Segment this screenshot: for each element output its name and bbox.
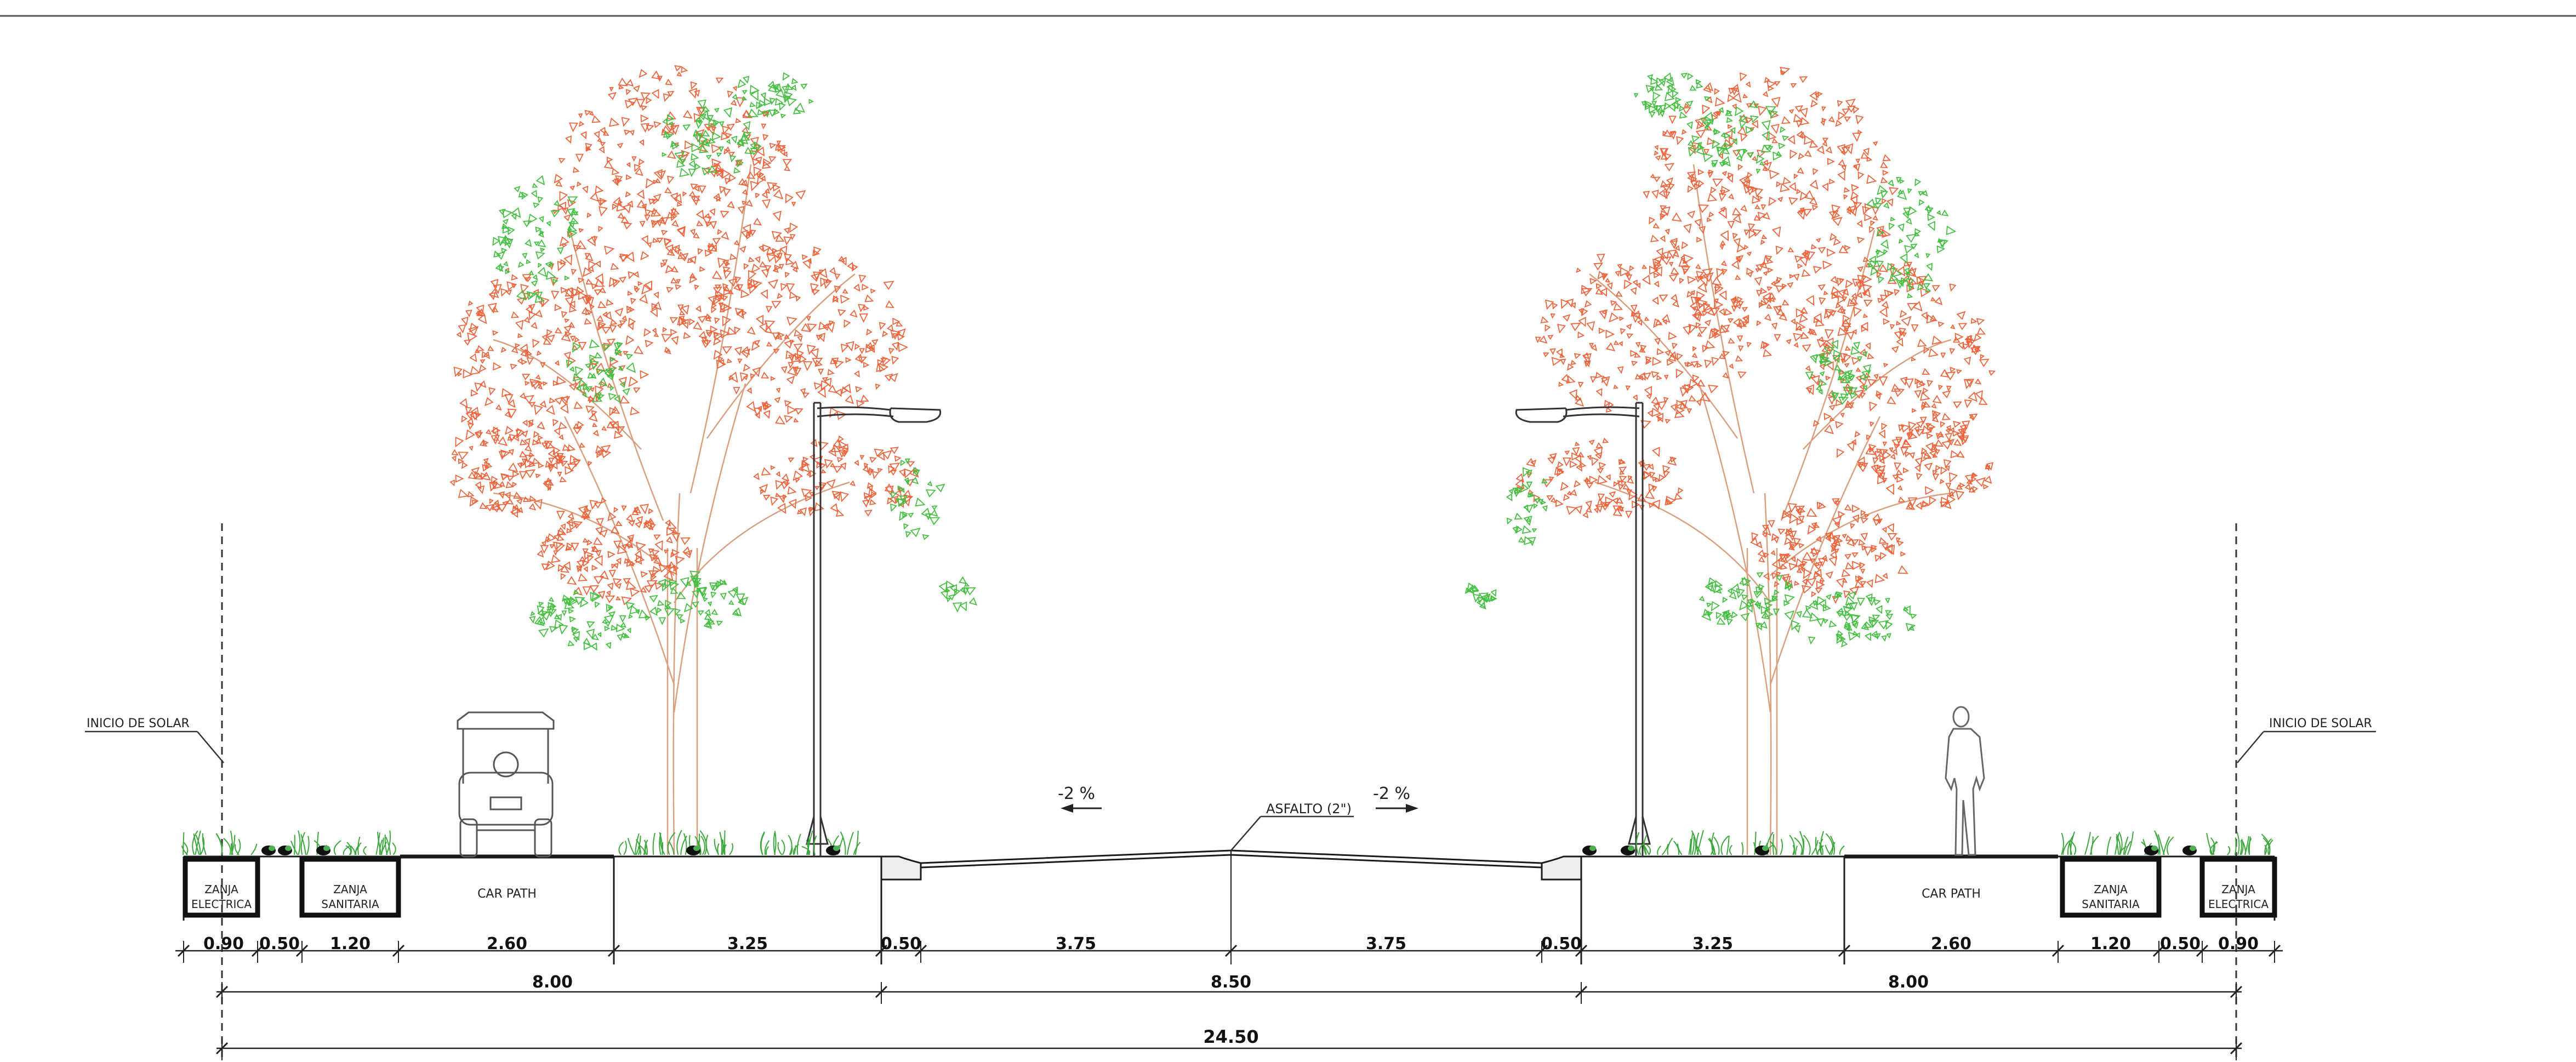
ground-shrubs	[181, 830, 2273, 855]
grass-tuft	[2106, 831, 2134, 855]
car-path-label-right: CAR PATH	[1922, 887, 1981, 901]
trench-sanitary-left: ZANJA SANITARIA	[299, 857, 401, 918]
dimension-values-row2: 8.00 8.50 8.00	[532, 973, 1929, 992]
small-shrub	[2182, 846, 2197, 855]
svg-text:SANITARIA: SANITARIA	[321, 898, 379, 911]
slope-label-left: -2 %	[1058, 784, 1095, 803]
lot-start-callout-right: INICIO DE SOLAR	[2237, 717, 2376, 763]
dimension-values-row1: 0.90 0.50 1.20 2.60 3.25 0.50 3.75 3.75 …	[203, 934, 2259, 953]
dim-1.20-right: 1.20	[2090, 934, 2131, 953]
dim-0.50-curb-left: 0.50	[881, 934, 921, 953]
grass-tuft	[618, 833, 647, 855]
asphalt-label: ASFALTO (2")	[1266, 801, 1352, 817]
dim-3.75-left: 3.75	[1056, 934, 1096, 953]
dimension-chain-row1	[175, 941, 2283, 963]
grass-tuft	[215, 830, 258, 855]
dimension-chain-row2	[215, 982, 2243, 1004]
grass-tuft	[1673, 830, 1704, 855]
grass-tuft	[643, 832, 676, 855]
slope-indicator-left: -2 %	[1058, 784, 1102, 813]
lot-start-callout-left: INICIO DE SOLAR	[85, 717, 224, 763]
small-shrub	[1582, 846, 1597, 855]
lot-start-label-left: INICIO DE SOLAR	[87, 717, 190, 730]
street-light-right	[1515, 402, 1651, 857]
dim-3.75-right: 3.75	[1366, 934, 1406, 953]
svg-text:SANITARIA: SANITARIA	[2082, 898, 2140, 911]
dim-3.25-right: 3.25	[1692, 934, 1733, 953]
grass-tuft	[1635, 832, 1673, 855]
curbs	[880, 855, 1582, 881]
grass-tuft	[2241, 833, 2273, 855]
dim-8.00-left: 8.00	[532, 973, 573, 992]
svg-text:ZANJA: ZANJA	[2221, 883, 2255, 896]
asphalt-callout: ASFALTO (2")	[1230, 801, 1354, 851]
street-light-left	[806, 402, 942, 857]
small-shrub	[1621, 846, 1635, 855]
dim-0.90-left: 0.90	[203, 934, 244, 953]
small-shrub	[316, 846, 330, 855]
dim-24.50-total: 24.50	[1203, 1026, 1258, 1047]
dim-3.25-left: 3.25	[727, 934, 768, 953]
grass-tuft	[375, 830, 396, 855]
dim-2.60-right: 2.60	[1931, 934, 1971, 953]
grass-tuft	[181, 830, 207, 855]
slope-indicator-right: -2 %	[1373, 784, 1418, 813]
trench-electric-left: ZANJA ELECTRICA	[183, 857, 260, 918]
grass-tuft	[1708, 832, 1744, 855]
grass-tuft	[705, 830, 733, 855]
svg-text:ZANJA: ZANJA	[204, 883, 238, 896]
svg-text:ELECTRICA: ELECTRICA	[2208, 898, 2269, 911]
dim-0.50-right: 0.50	[2160, 934, 2201, 953]
dim-2.60-left: 2.60	[487, 934, 527, 953]
dim-0.50-curb-right: 0.50	[1541, 934, 1582, 953]
lot-start-label-right: INICIO DE SOLAR	[2269, 717, 2372, 730]
dim-8.50-center: 8.50	[1211, 973, 1251, 992]
grass-tuft	[1811, 831, 1845, 855]
small-shrub	[2144, 846, 2158, 855]
small-shrub	[686, 846, 700, 855]
trench-sanitary-right: ZANJA SANITARIA	[2060, 857, 2162, 918]
tree	[449, 65, 978, 855]
small-shrub	[826, 846, 840, 855]
slope-label-right: -2 %	[1373, 784, 1410, 803]
dim-0.50-left: 0.50	[259, 934, 300, 953]
dimension-values-row3: 24.50	[1203, 1026, 1258, 1047]
pedestrian	[1945, 706, 1985, 856]
golf-cart	[457, 711, 555, 858]
dim-8.00-right: 8.00	[1888, 973, 1929, 992]
dim-1.20-left: 1.20	[330, 934, 371, 953]
svg-text:ELECTRICA: ELECTRICA	[191, 898, 252, 911]
small-shrub	[278, 846, 292, 855]
grass-tuft	[760, 831, 800, 855]
trees	[449, 65, 1996, 855]
grass-tuft	[290, 830, 327, 855]
grass-tuft	[2061, 831, 2099, 855]
grass-tuft	[788, 830, 817, 855]
grass-tuft	[2206, 831, 2244, 855]
trench-electric-right: ZANJA ELECTRICA	[2199, 857, 2277, 918]
small-shrub	[1755, 846, 1769, 855]
grass-tuft	[333, 836, 367, 855]
dimension-chain-row3	[215, 1038, 2243, 1060]
small-shrub	[261, 846, 276, 855]
svg-text:ZANJA: ZANJA	[333, 883, 367, 896]
tree	[1464, 66, 1996, 855]
car-path-label-left: CAR PATH	[477, 887, 537, 901]
svg-text:ZANJA: ZANJA	[2094, 883, 2128, 896]
dim-0.90-right: 0.90	[2218, 934, 2259, 953]
